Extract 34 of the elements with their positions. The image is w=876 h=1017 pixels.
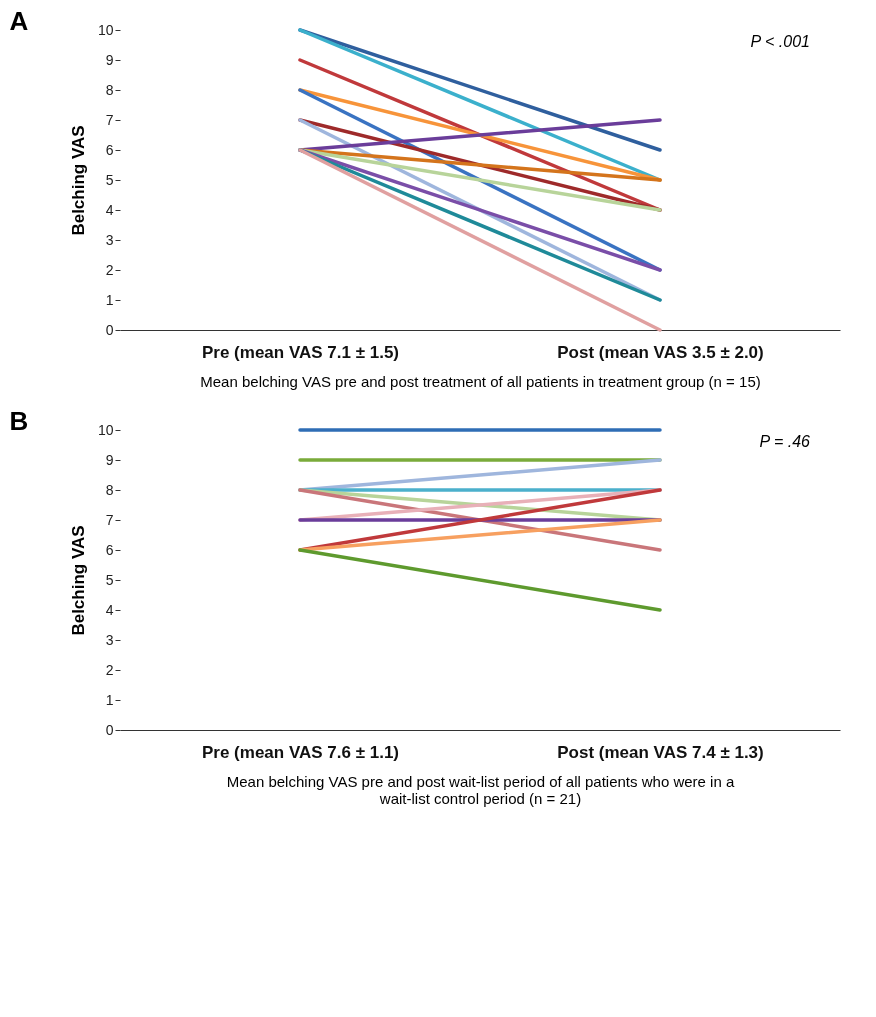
y-tick-label: 2 [105,261,114,278]
y-tick-label: 1 [105,691,114,708]
y-tick-label: 8 [105,81,114,98]
x-tick-label: Pre (mean VAS 7.6 ± 1.1) [201,742,400,762]
x-axis-title: Mean belching VAS pre and post treatment of all patients in treatment group (n = 15) [200,372,761,390]
y-tick-label: 4 [105,201,114,218]
annotation: P < .001 [750,33,810,50]
y-tick-label: 9 [105,51,114,68]
y-tick-label: 0 [105,721,114,738]
y-axis-title: Belching VAS [68,525,88,636]
y-tick-label: 5 [105,571,114,588]
x-tick-label: Pre (mean VAS 7.1 ± 1.5) [201,342,400,362]
y-tick-label: 10 [97,21,114,38]
y-tick-label: 6 [105,141,114,158]
y-tick-label: 10 [97,421,114,438]
y-tick-label: 8 [105,481,114,498]
y-tick-label: 1 [105,291,114,308]
x-tick-label: Post (mean VAS 3.5 ± 2.0) [557,342,764,362]
y-tick-label: 9 [105,451,114,468]
y-tick-label: 5 [105,171,114,188]
y-tick-label: 2 [105,661,114,678]
chart-title: B [9,406,29,436]
y-tick-label: 6 [105,541,114,558]
y-axis-title: Belching VAS [68,125,88,236]
y-tick-label: 0 [105,321,114,338]
annotation: P = .46 [759,433,811,450]
chart-title: A [9,6,29,36]
x-tick-label: Post (mean VAS 7.4 ± 1.3) [557,742,764,762]
y-tick-label: 4 [105,601,114,618]
y-tick-label: 3 [105,631,114,648]
y-tick-label: 7 [105,511,114,528]
y-tick-label: 7 [105,111,114,128]
x-axis-title: Mean belching VAS pre and post wait-list period of all patients who were in a wait-list control period (n = 21) [226,772,735,807]
y-tick-label: 3 [105,231,114,248]
